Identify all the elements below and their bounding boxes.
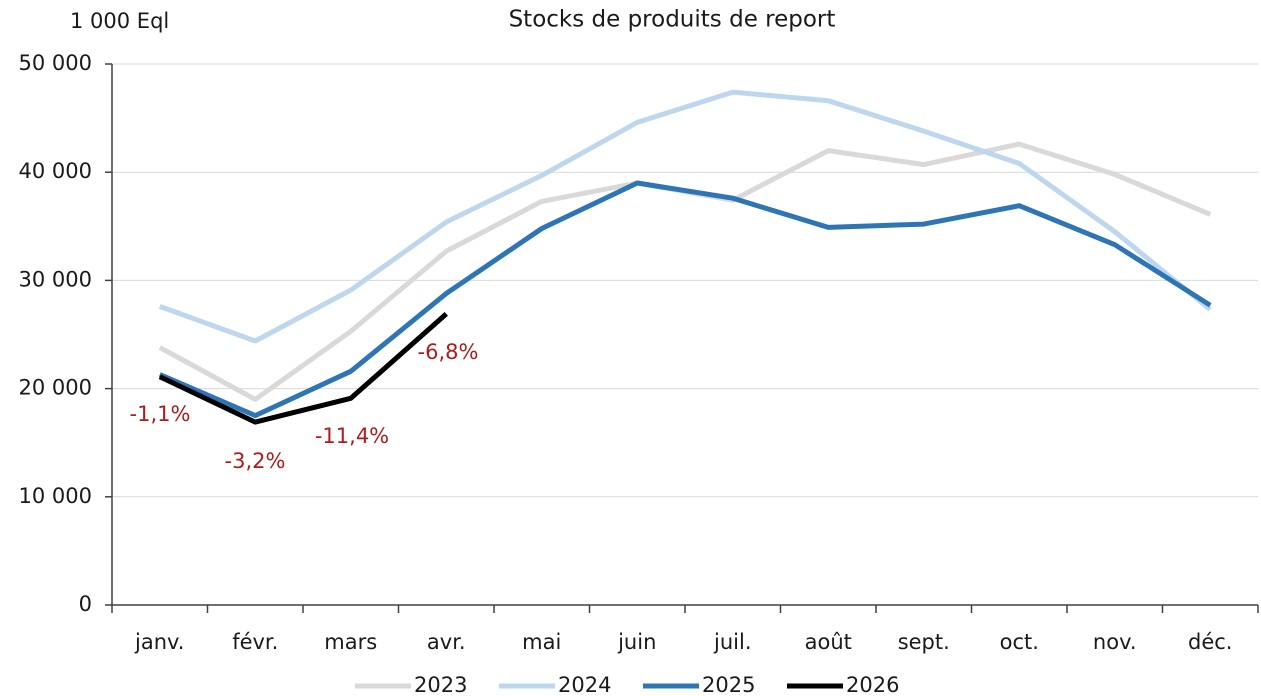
- y-tick-label: 40 000: [19, 159, 92, 183]
- x-tick-label: déc.: [1188, 630, 1232, 654]
- series-line: [158, 180, 1212, 419]
- series-line: [158, 89, 1212, 344]
- x-tick-label: juil.: [713, 630, 752, 654]
- legend-label: 2024: [558, 673, 611, 696]
- y-axis-label: 1 000 Eql: [70, 9, 169, 33]
- x-tick-label: avr.: [427, 630, 466, 654]
- x-tick-label: mars: [324, 630, 377, 654]
- legend-label: 2026: [846, 673, 899, 696]
- x-tick-label: nov.: [1093, 630, 1137, 654]
- annotation: -11,4%: [315, 424, 389, 448]
- y-tick-label: 30 000: [19, 267, 92, 291]
- series-line: [158, 141, 1212, 402]
- y-tick-label: 20 000: [19, 376, 92, 400]
- x-tick-label: janv.: [134, 630, 185, 654]
- x-tick-label: juin: [617, 630, 656, 654]
- x-tick-label: oct.: [1000, 630, 1039, 654]
- x-tick-label: août: [805, 630, 852, 654]
- legend-label: 2023: [414, 673, 467, 696]
- chart-title: Stocks de produits de report: [509, 7, 836, 33]
- y-tick-label: 0: [79, 592, 92, 616]
- y-tick-label: 10 000: [19, 484, 92, 508]
- legend-label: 2025: [702, 673, 755, 696]
- x-tick-label: févr.: [232, 630, 278, 654]
- annotation: -6,8%: [418, 340, 479, 364]
- x-tick-label: mai: [522, 630, 561, 654]
- series-line: [158, 312, 448, 425]
- x-tick-label: sept.: [898, 630, 950, 654]
- y-tick-label: 50 000: [19, 51, 92, 75]
- annotation: -3,2%: [225, 449, 286, 473]
- annotation: -1,1%: [130, 402, 191, 426]
